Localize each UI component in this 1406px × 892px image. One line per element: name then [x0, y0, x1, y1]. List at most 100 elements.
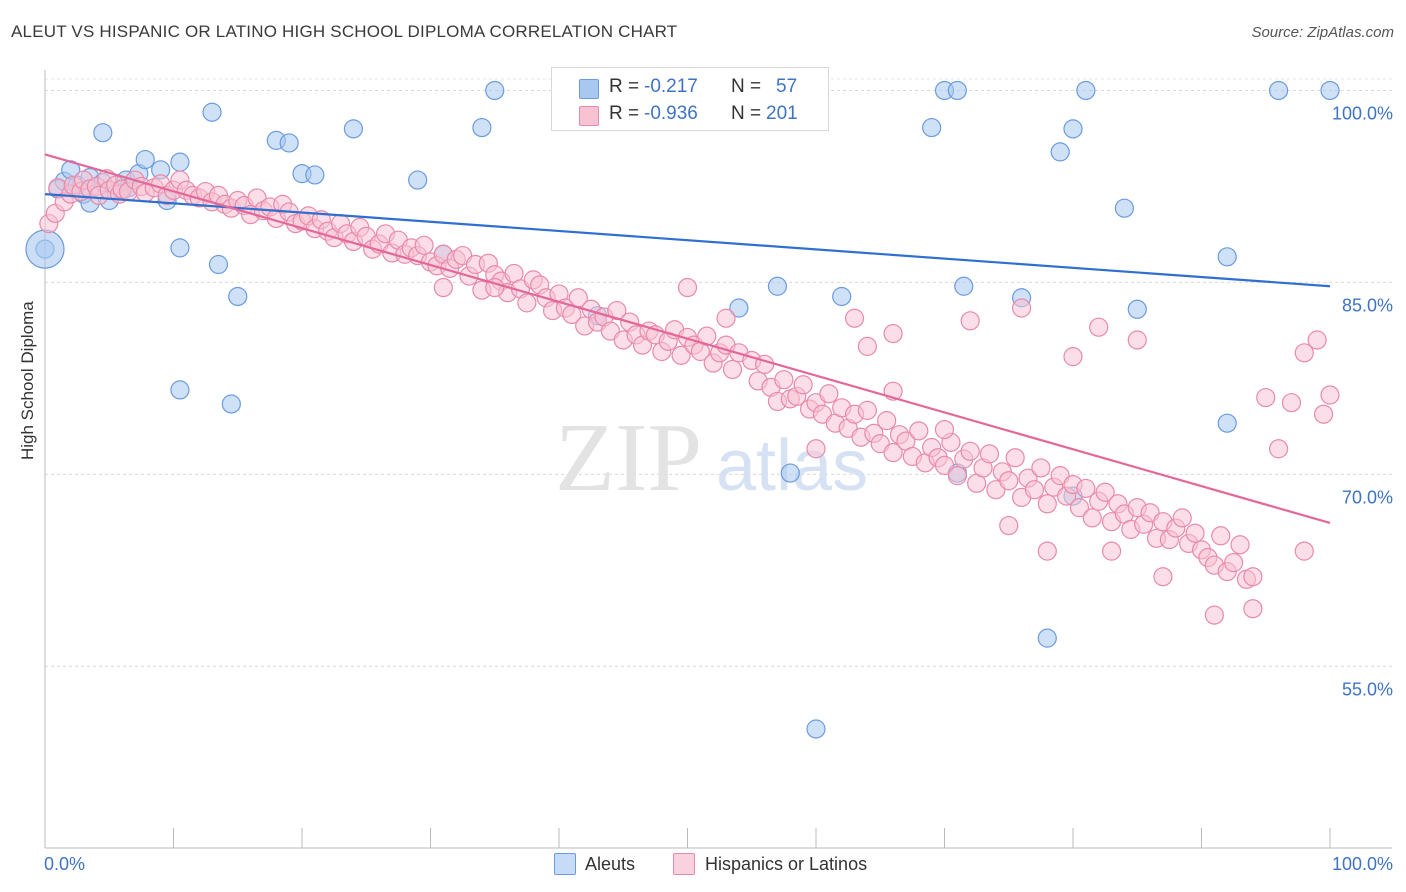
aleuts-point — [170, 152, 190, 172]
hispanics-point — [1089, 317, 1109, 337]
grid-lines — [45, 78, 1392, 667]
trend-line-aleuts — [44, 193, 1331, 288]
hispanics-point — [806, 439, 826, 459]
aleuts-point — [1076, 80, 1096, 101]
y-axis-label: High School Diploma — [18, 301, 37, 460]
hispanics-point — [999, 515, 1019, 536]
aleuts-point — [408, 170, 428, 190]
hispanics-point — [883, 443, 903, 463]
series-hispanics — [39, 169, 1340, 625]
hispanics-point — [1069, 498, 1090, 518]
aleuts-point-large — [25, 229, 65, 269]
aleuts-point — [806, 719, 826, 739]
tick-labels: 55.0% 70.0% 85.0% 100.0% 0.0% 100.0% — [44, 103, 1393, 874]
aleuts-point — [208, 254, 229, 275]
hispanics-point — [1005, 448, 1025, 468]
aleuts-point — [954, 276, 974, 296]
y-tick-label: 55.0% — [1342, 679, 1393, 699]
hispanics-point — [979, 444, 1000, 464]
hispanics-point — [883, 323, 903, 344]
aleuts-point — [947, 80, 967, 101]
hispanics-point — [414, 235, 434, 255]
aleuts-point — [221, 394, 241, 414]
aleuts-point — [202, 102, 222, 122]
hispanics-point — [1230, 535, 1250, 555]
x-tick-label: 0.0% — [44, 854, 85, 874]
hispanics-point — [716, 308, 736, 328]
hispanics-point — [1313, 404, 1334, 424]
hispanics-point — [934, 419, 955, 440]
hispanics-point — [1211, 526, 1231, 546]
hispanics-point — [960, 441, 980, 461]
hispanics-point — [1224, 553, 1244, 573]
y-tick-label: 85.0% — [1342, 295, 1393, 315]
hispanics-point — [1294, 541, 1314, 561]
legend-n-label: N = — [731, 76, 762, 97]
hispanics-point — [1127, 330, 1147, 350]
hispanics-point — [1185, 523, 1205, 543]
hispanics-point — [774, 370, 794, 390]
aleuts-point — [279, 133, 299, 153]
aleuts-point — [1127, 299, 1147, 319]
legend-r-value-aleuts: -0.217 — [644, 76, 698, 97]
bottom-legend-swatch-hispanics — [673, 853, 695, 875]
legend-row-aleuts: R = -0.217 N = 57 — [552, 73, 828, 101]
hispanics-point — [909, 421, 929, 441]
aleuts-point — [305, 165, 325, 185]
hispanics-point — [1320, 385, 1340, 405]
legend-r-value-hispanics: -0.936 — [644, 103, 698, 124]
aleuts-point — [1268, 80, 1289, 101]
aleuts-point — [832, 286, 852, 307]
aleuts-point — [1217, 247, 1237, 267]
hispanics-point — [999, 471, 1019, 491]
hispanics-point — [677, 277, 698, 298]
hispanics-point — [1031, 458, 1051, 478]
legend-r-label: R = — [609, 103, 640, 124]
hispanics-point — [1101, 541, 1122, 561]
hispanics-point — [934, 455, 955, 475]
hispanics-point — [1076, 478, 1096, 499]
hispanics-point — [1172, 508, 1192, 528]
hispanics-point — [1063, 347, 1083, 367]
bottom-legend-swatch-aleuts — [554, 853, 576, 875]
legend-swatch-aleuts — [579, 79, 599, 99]
hispanics-point — [844, 308, 865, 328]
aleuts-point — [170, 380, 190, 400]
hispanics-point — [1243, 599, 1263, 619]
hispanics-point — [1307, 330, 1327, 350]
hispanics-point — [1268, 439, 1289, 459]
hispanics-point — [1204, 605, 1224, 625]
bottom-legend-label-hispanics: Hispanics or Latinos — [705, 854, 868, 874]
aleuts-point — [135, 149, 155, 170]
legend-n-value-aleuts: 57 — [776, 76, 798, 97]
hispanics-point — [947, 466, 967, 486]
chart-title: ALEUT VS HISPANIC OR LATINO HIGH SCHOOL … — [11, 22, 678, 41]
hispanics-point — [857, 336, 878, 356]
y-tick-label: 100.0% — [1332, 103, 1393, 123]
x-tick-label: 100.0% — [1332, 854, 1393, 874]
hispanics-point — [433, 277, 453, 298]
hispanics-point — [1095, 482, 1115, 502]
legend-box: R = -0.217 N = 57 R = -0.936 N = 201 — [551, 67, 829, 131]
aleuts-point — [780, 463, 800, 483]
legend-n-label: N = — [731, 103, 762, 124]
hispanics-point — [1037, 494, 1057, 514]
source-credit: Source: ZipAtlas.com — [1251, 24, 1394, 41]
legend-r-label: R = — [609, 76, 640, 97]
watermark-zip: ZIP — [555, 404, 702, 512]
hispanics-point — [819, 384, 839, 404]
aleuts-point — [1037, 628, 1057, 648]
aleuts-point — [767, 276, 788, 296]
legend-row-hispanics: R = -0.936 N = 201 — [552, 100, 828, 128]
legend-n-value-hispanics: 201 — [766, 103, 798, 124]
hispanics-point — [1024, 480, 1045, 500]
hispanics-point — [1011, 298, 1032, 318]
aleuts-point — [1114, 198, 1135, 218]
hispanics-point — [1037, 541, 1057, 561]
hispanics-point — [1256, 387, 1276, 408]
hispanics-point — [857, 400, 878, 420]
aleuts-point — [472, 117, 492, 138]
y-tick-label: 70.0% — [1342, 487, 1393, 507]
trend-lines — [44, 153, 1331, 525]
